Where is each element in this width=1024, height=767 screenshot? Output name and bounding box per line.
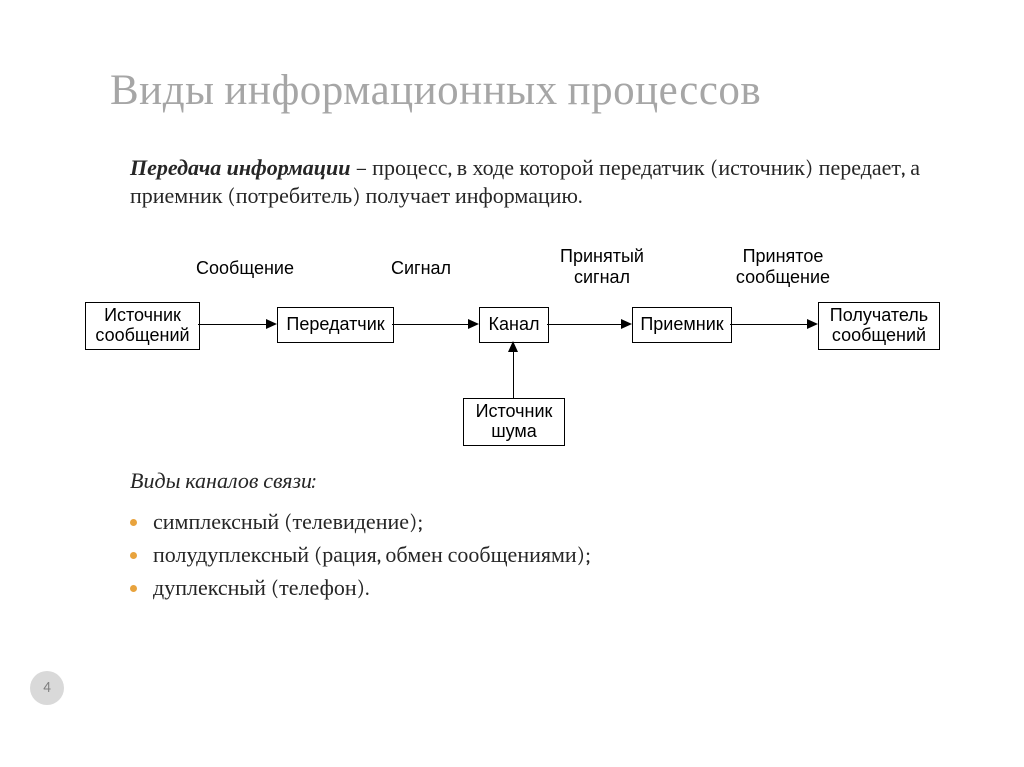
edge-label: Принятый сигнал [547, 246, 657, 288]
arrowhead-icon [266, 319, 277, 329]
list-item-text: полудуплексный (рация, обмен сообщениями… [153, 542, 591, 568]
flow-node-n3: Канал [479, 307, 549, 343]
list-item: дуплексный (телефон). [130, 575, 920, 601]
definition-paragraph: Передача информации – процесс, в ходе ко… [130, 155, 920, 210]
edge-label: Сигнал [381, 258, 461, 279]
slide: Виды информационных процессов Передача и… [0, 0, 1024, 767]
arrowhead-icon [468, 319, 479, 329]
edge-label: Сообщение [185, 258, 305, 279]
flow-node-n5: Получатель сообщений [818, 302, 940, 350]
bullet-dot-icon [130, 585, 137, 592]
transmission-flowchart: СообщениеСигналПринятый сигналПринятое с… [85, 258, 945, 453]
flow-node-n2: Передатчик [277, 307, 394, 343]
list-item: полудуплексный (рация, обмен сообщениями… [130, 542, 920, 568]
list-item-text: дуплексный (телефон). [153, 575, 370, 601]
flow-arrow [547, 324, 621, 325]
slide-title: Виды информационных процессов [110, 65, 761, 115]
flow-arrow [392, 324, 468, 325]
bullet-dot-icon [130, 552, 137, 559]
bullet-dot-icon [130, 519, 137, 526]
arrowhead-icon [621, 319, 632, 329]
arrowhead-up-icon [508, 341, 518, 352]
flow-node-n6: Источник шума [463, 398, 565, 446]
flow-arrow [730, 324, 807, 325]
channels-list: симплексный (телевидение); полудуплексный… [130, 502, 920, 608]
list-item-text: симплексный (телевидение); [153, 509, 423, 535]
flow-arrow [198, 324, 266, 325]
channels-subhead: Виды каналов связи: [130, 468, 316, 494]
list-item: симплексный (телевидение); [130, 509, 920, 535]
page-number-badge: 4 [30, 671, 64, 705]
definition-term: Передача информации [130, 155, 351, 181]
flow-arrow-vertical [513, 352, 514, 398]
arrowhead-icon [807, 319, 818, 329]
edge-label: Принятое сообщение [718, 246, 848, 288]
flow-node-n4: Приемник [632, 307, 732, 343]
flow-node-n1: Источник сообщений [85, 302, 200, 350]
